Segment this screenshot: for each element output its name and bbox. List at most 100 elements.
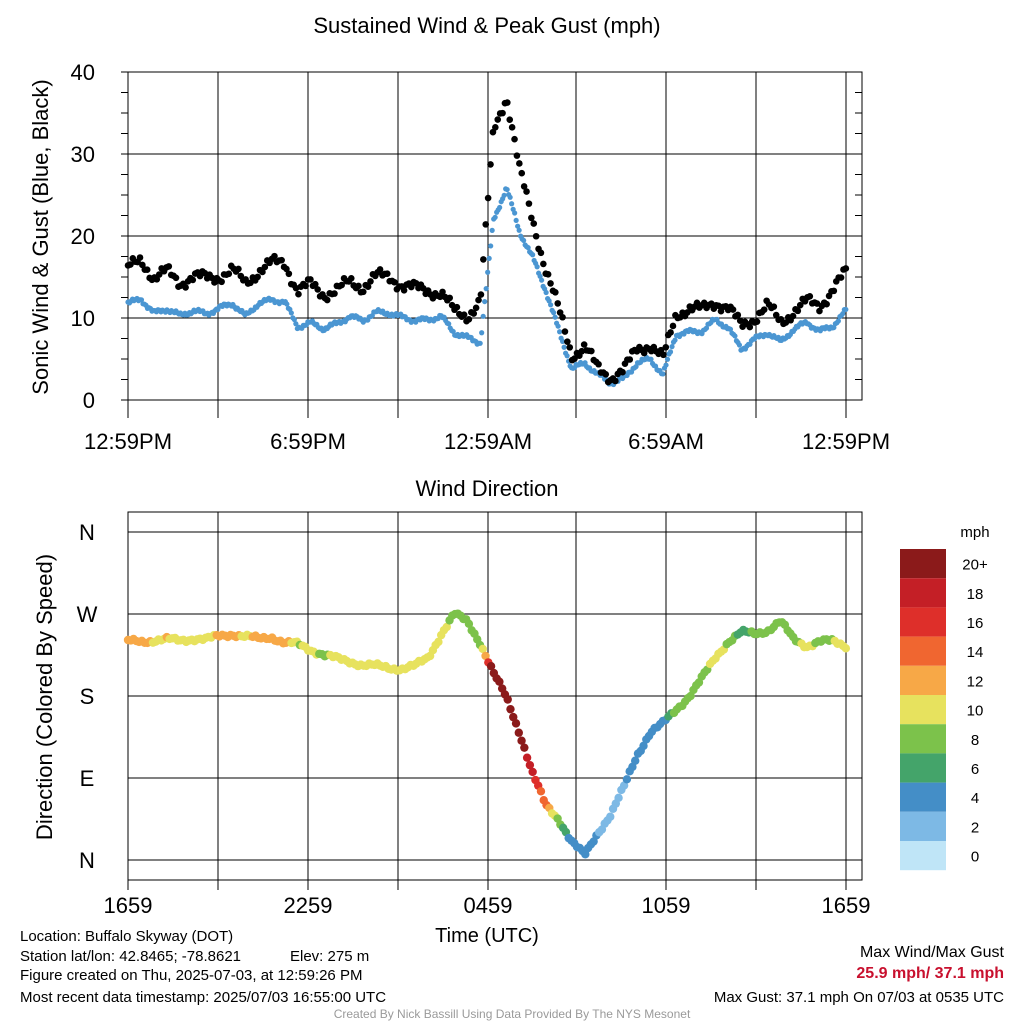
peak-gust-point [561,328,569,335]
wind-direction-point [442,622,451,632]
top-x-tick-label: 6:59PM [270,429,346,454]
colorbar-swatch [900,549,946,579]
peak-gust-point [520,183,528,190]
peak-gust-point [364,283,372,290]
sustained-wind-point [736,342,743,348]
colorbar-label: 2 [971,819,979,836]
wind-direction-point [506,704,515,714]
peak-gust-point [823,300,830,308]
bottom-x-tick-label: 2259 [284,893,333,918]
sustained-wind-point [288,310,294,316]
station-coords-text: Station lat/lon: 42.8465; -78.8621 [20,948,242,965]
sustained-wind-point [669,344,675,350]
peak-gust-point [528,214,535,222]
peak-gust-point [796,301,804,309]
peak-gust-point [182,284,189,291]
peak-gust-point [285,270,293,278]
sustained-wind-point [548,302,554,308]
figure-created-text: Figure created on Thu, 2025-07-03, at 12… [20,967,363,984]
sustained-wind-point [477,340,483,346]
sustained-wind-point [552,314,558,320]
wind-direction-point [495,677,504,686]
peak-gust-point [559,313,566,321]
peak-gust-point [165,263,173,270]
bottom-x-tick-label: 0459 [464,893,513,918]
peak-gust-point [537,249,545,257]
wind-direction-point [631,756,640,765]
peak-gust-point [746,323,754,331]
peak-gust-point [513,152,521,159]
peak-gust-point [331,290,338,297]
peak-gust-point [842,265,850,272]
wind-direction-point [536,787,546,796]
sustained-wind-point [557,329,563,335]
peak-gust-point [189,276,197,284]
sustained-wind-point [516,227,522,233]
wind-direction-point [481,651,490,661]
top-y-tick-label: 10 [71,306,95,331]
wind-direction-point [841,644,851,653]
peak-gust-point [552,288,559,296]
sustained-wind-point [293,321,299,327]
peak-gust-point [446,294,454,302]
peak-gust-point [662,343,670,351]
credit-text: Created By Nick Bassill Using Data Provi… [333,1007,691,1021]
peak-gust-point [480,256,487,263]
peak-gust-point [439,288,446,296]
sustained-wind-point [525,245,531,251]
peak-gust-point [225,270,233,278]
peak-gust-point [640,349,648,357]
peak-gust-point [259,268,266,276]
peak-gust-point [525,200,533,207]
sustained-wind-point [479,330,485,336]
sustained-wind-point [551,310,557,316]
sustained-wind-point [534,264,540,270]
sustained-wind-point [483,286,489,292]
location-text: Location: Buffalo Skyway (DOT) [20,928,234,945]
sustained-wind-point [515,223,521,229]
sustained-wind-point [284,301,290,307]
colorbar-title: mph [960,524,989,541]
sustained-wind-point [560,338,566,344]
peak-gust-point [307,276,314,283]
peak-gust-point [465,315,473,323]
peak-gust-point [436,293,444,301]
bottom-x-tick-label: 1659 [104,893,153,918]
peak-gust-point [494,116,502,123]
sustained-wind-point [504,186,510,193]
peak-gust-point [789,312,797,320]
peak-gust-series [124,99,850,386]
top-x-tick-label: 12:59PM [84,429,172,454]
peak-gust-point [554,300,562,307]
bottom-y-tick-label: N [79,848,95,873]
colorbar-label: 0 [971,849,979,866]
sustained-wind-point [664,356,671,362]
top-y-axis-label: Sonic Wind & Gust (Blue, Black) [28,79,53,394]
sustained-wind-point [835,318,841,324]
sustained-wind-point [840,310,846,317]
peak-gust-point [816,307,823,315]
peak-gust-point [470,310,478,317]
sustained-wind-point [732,333,738,339]
wind-direction-point [478,644,487,654]
peak-gust-point [753,318,761,325]
peak-gust-point [314,286,321,293]
wind-direction-point [517,736,526,745]
peak-gust-point [261,263,269,271]
colorbar-label: 8 [971,732,979,749]
sustained-wind-point [831,324,837,331]
wind-direction-point [606,812,615,821]
sustained-wind-point [727,326,734,332]
sustained-wind-point [486,255,492,261]
peak-gust-point [770,303,778,310]
peak-gust-point [400,287,408,294]
sustained-wind-point [660,371,666,377]
sustained-wind-point [509,201,515,207]
wind-direction-point [522,753,532,762]
peak-gust-point [136,254,144,261]
wind-direction-point [622,775,632,784]
peak-gust-point [660,351,667,359]
sustained-wind-point [843,306,849,313]
peak-gust-point [806,292,814,300]
wind-direction-point [464,619,474,629]
